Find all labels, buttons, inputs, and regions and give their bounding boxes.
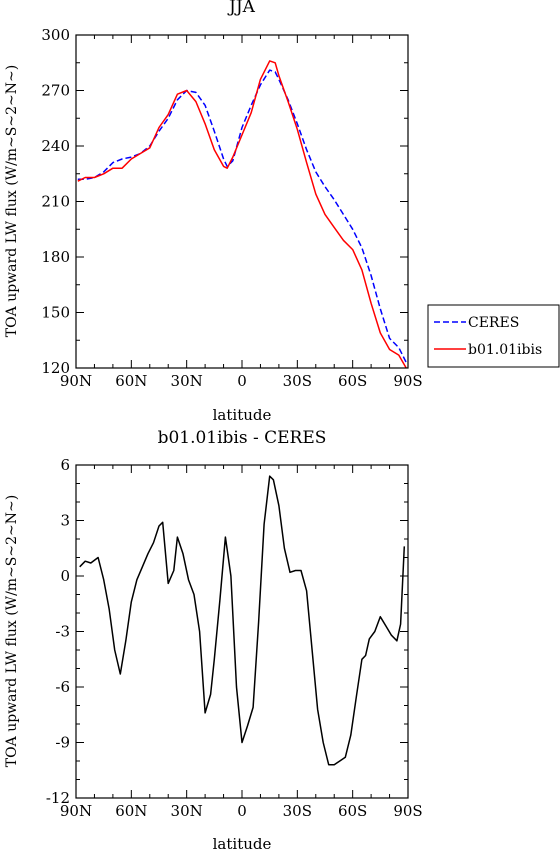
x-tick-label: 90N	[60, 802, 92, 820]
x-tick-label: 60S	[338, 802, 367, 820]
top-panel-y-axis-label: TOA upward LW flux (W/m~S~2~N~)	[4, 65, 20, 337]
x-tick-label: 30N	[171, 372, 203, 390]
x-tick-label: 30S	[283, 372, 312, 390]
x-tick-label: 60S	[338, 372, 367, 390]
y-tick-label: 300	[41, 26, 70, 44]
bottom-panel-frame	[75, 464, 409, 799]
top-panel-y-tick-labels: 120 150 180 210 240 270 300	[41, 26, 70, 377]
bottom-panel-series	[79, 475, 406, 766]
top-panel-title: JJA	[227, 0, 256, 17]
bottom-panel-ticks	[75, 464, 409, 799]
x-tick-label: 0	[237, 372, 247, 390]
x-tick-label: 60N	[115, 372, 147, 390]
x-tick-label: 30S	[283, 802, 312, 820]
bottom-panel-title: b01.01ibis - CERES	[158, 428, 327, 448]
top-panel-series	[77, 60, 407, 369]
bottom-panel-x-axis-label: latitude	[213, 835, 272, 851]
y-tick-label: 6	[60, 456, 70, 474]
x-tick-label: 60N	[115, 802, 147, 820]
y-tick-label: 270	[41, 82, 70, 100]
bottom-panel-x-tick-labels: 90N 60N 30N 0 30S 60S 90S	[60, 802, 423, 820]
series-line-ceres	[77, 69, 407, 363]
top-panel-x-tick-labels: 90N 60N 30N 0 30S 60S 90S	[60, 372, 423, 390]
y-tick-label: 180	[41, 248, 70, 266]
x-tick-label: 90N	[60, 372, 92, 390]
bottom-panel-y-axis-label: TOA upward LW flux (W/m~S~2~N~)	[4, 495, 20, 767]
y-tick-label: 210	[41, 193, 70, 211]
y-tick-label: 240	[41, 137, 70, 155]
top-panel-ticks	[75, 34, 409, 369]
top-panel-x-axis-label: latitude	[213, 406, 272, 424]
y-tick-label: 3	[60, 512, 70, 530]
y-tick-label: -6	[55, 678, 70, 696]
y-tick-label: -12	[46, 789, 70, 807]
y-tick-label: 150	[41, 304, 70, 322]
legend: CERES b01.01ibis	[427, 304, 560, 368]
x-tick-label: 30N	[171, 802, 203, 820]
y-tick-label: 120	[41, 359, 70, 377]
bottom-panel: b01.01ibis - CERES 90N 60N 30N 0 30S 60S 90S -…	[4, 428, 423, 851]
top-panel: JJA 90N 60N 30N 0 30S 60S 90S 120 150 180 210 240 2…	[4, 0, 560, 424]
top-panel-frame	[75, 34, 409, 369]
x-tick-label: 90S	[393, 372, 422, 390]
bottom-panel-y-tick-labels: -12 -9 -6 -3 0 3 6	[46, 456, 70, 807]
x-tick-label: 90S	[393, 802, 422, 820]
series-line-b01-01ibis	[77, 60, 407, 369]
legend-label-b01: b01.01ibis	[468, 342, 542, 358]
y-tick-label: -9	[55, 734, 70, 752]
legend-label-ceres: CERES	[468, 315, 519, 331]
series-line-difference	[79, 475, 406, 766]
y-tick-label: 0	[60, 567, 70, 585]
legend-box	[427, 304, 560, 368]
y-tick-label: -3	[55, 623, 70, 641]
x-tick-label: 0	[237, 802, 247, 820]
